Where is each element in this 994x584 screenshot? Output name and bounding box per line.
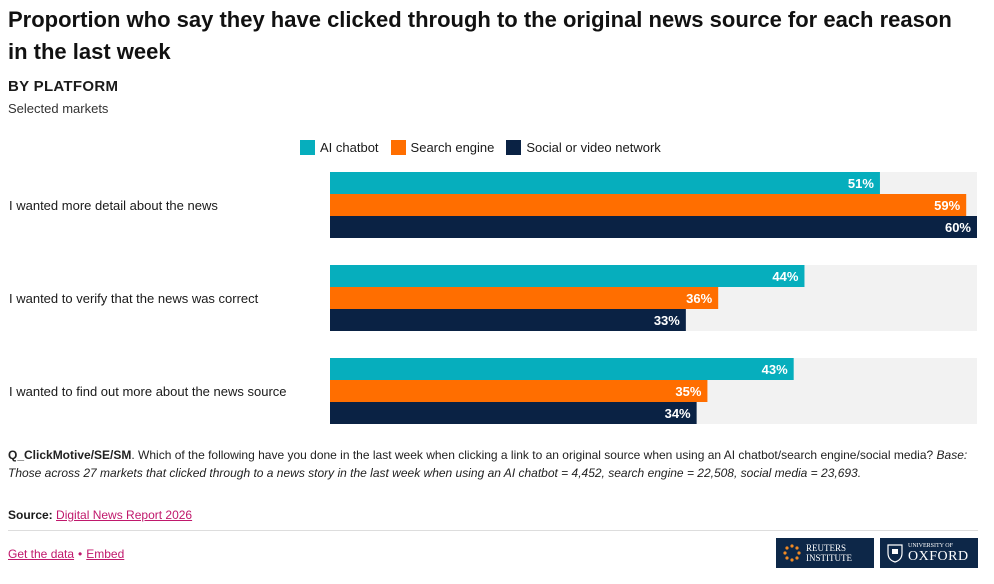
question-code: Q_ClickMotive/SE/SM <box>8 448 132 462</box>
legend-label: Search engine <box>410 140 495 155</box>
oxford-line1: UNIVERSITY OF <box>908 542 953 549</box>
legend-item-search-engine[interactable]: Search engine <box>390 140 495 155</box>
data-label: 60% <box>945 220 971 235</box>
reuters-line2: INSTITUTE <box>806 553 852 563</box>
legend-swatch-social-network <box>506 140 522 155</box>
bar <box>330 194 967 216</box>
reuters-dots-icon <box>783 544 801 562</box>
get-data-link[interactable]: Get the data <box>8 547 75 561</box>
data-label: 35% <box>675 384 701 399</box>
data-label: 43% <box>762 362 788 377</box>
bar <box>330 216 977 238</box>
source-link[interactable]: Digital News Report 2026 <box>56 508 193 522</box>
logos: REUTERS INSTITUTE UNIVERSITY OF OXFORD <box>776 538 978 568</box>
data-label: 34% <box>665 406 691 421</box>
oxford-logo[interactable]: UNIVERSITY OF OXFORD <box>880 538 978 568</box>
category-label: I wanted to find out more about the news… <box>9 384 287 399</box>
bar <box>330 172 880 194</box>
legend-label: AI chatbot <box>320 140 379 155</box>
bar-chart: I wanted more detail about the news 51% 59… <box>9 172 977 424</box>
oxford-crest-icon <box>887 544 903 563</box>
reuters-line1: REUTERS <box>806 543 847 553</box>
bar <box>330 358 794 380</box>
legend: AI chatbot Search engine Social or video… <box>300 140 661 155</box>
footer-divider <box>8 530 978 531</box>
data-label: 44% <box>772 269 798 284</box>
bar <box>330 380 708 402</box>
footer-links: Get the data • Embed <box>8 547 124 561</box>
embed-link[interactable]: Embed <box>86 547 125 561</box>
legend-item-ai-chatbot[interactable]: AI chatbot <box>300 140 379 155</box>
data-label: 51% <box>848 176 874 191</box>
source-line: Source: Digital News Report 2026 <box>8 508 192 522</box>
reuters-institute-logo[interactable]: REUTERS INSTITUTE <box>776 538 874 568</box>
legend-swatch-ai-chatbot <box>300 140 315 155</box>
legend-item-social-network[interactable]: Social or video network <box>506 140 661 155</box>
legend-swatch-search-engine <box>390 140 406 155</box>
oxford-line2: OXFORD <box>908 548 969 564</box>
data-label: 36% <box>686 291 712 306</box>
category-label: I wanted to verify that the news was cor… <box>9 291 259 306</box>
legend-label: Social or video network <box>526 140 661 155</box>
chart-title: Proportion who say they have clicked thr… <box>8 7 952 64</box>
footer-separator: • <box>78 547 83 561</box>
bar <box>330 287 719 309</box>
category-label: I wanted more detail about the news <box>9 198 218 213</box>
bar <box>330 402 697 424</box>
data-label: 59% <box>934 198 960 213</box>
source-label: Source: <box>8 508 53 522</box>
bar <box>330 265 805 287</box>
question-text: . Which of the following have you done i… <box>131 448 934 462</box>
chart-notes: Q_ClickMotive/SE/SM. Which of the follow… <box>8 446 978 482</box>
chart-subtitle: BY PLATFORM <box>8 78 119 95</box>
bar <box>330 309 686 331</box>
data-label: 33% <box>654 313 680 328</box>
chart-subsubtitle: Selected markets <box>8 101 109 116</box>
base-note: Base: Those across 27 markets that click… <box>8 448 968 480</box>
